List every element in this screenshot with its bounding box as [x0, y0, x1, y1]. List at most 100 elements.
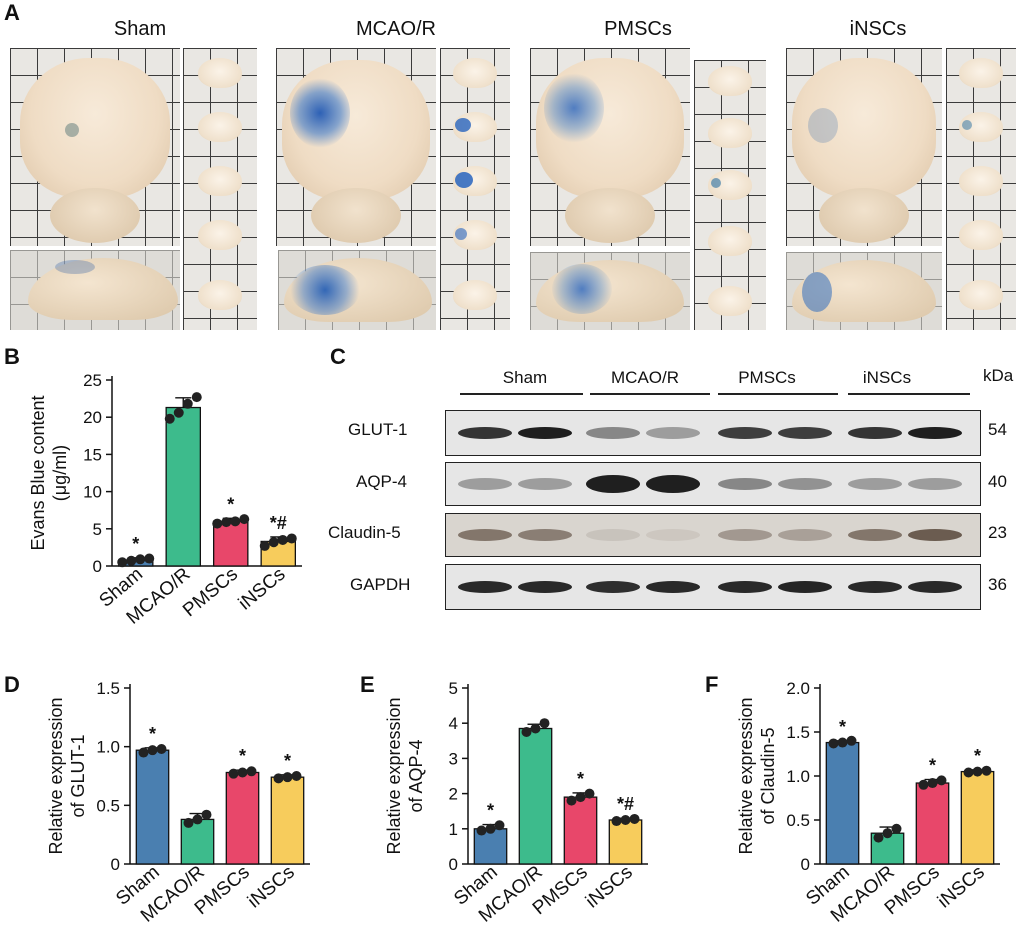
data-point — [476, 825, 487, 836]
photo-title-insc: iNSCs — [849, 18, 907, 40]
y-tick-label: 0.5 — [786, 811, 810, 830]
sham-coronal-slices — [183, 48, 257, 330]
data-point — [963, 767, 974, 778]
bar — [563, 796, 598, 865]
category-label: iNSCs — [235, 564, 290, 615]
bar — [518, 727, 553, 865]
kda-gapdh: 36 — [988, 575, 1007, 594]
significance-mark: * — [239, 746, 246, 766]
data-point — [117, 557, 128, 568]
blot-band — [586, 529, 640, 541]
significance-mark: * — [149, 724, 156, 744]
bar — [608, 819, 643, 865]
bar — [165, 406, 201, 567]
data-point — [201, 809, 212, 820]
kda-claudin5: 23 — [988, 523, 1007, 542]
significance-mark: * — [487, 801, 494, 821]
y-tick-label: 0 — [111, 855, 120, 874]
category-label: iNSCs — [582, 862, 637, 913]
bar — [270, 776, 305, 865]
data-point — [268, 537, 279, 548]
y-tick-label: 3 — [449, 749, 458, 768]
blot-band — [518, 478, 572, 490]
data-point — [566, 795, 577, 806]
significance-mark: * — [284, 751, 291, 771]
mcao-lateral-photo — [278, 250, 436, 330]
blot-band — [778, 478, 832, 490]
blot-group-mcao: MCAO/R — [611, 368, 679, 387]
y-axis-label: of GLUT-1 — [68, 734, 88, 817]
y-tick-label: 1.0 — [96, 738, 120, 757]
y-tick-label: 25 — [83, 371, 102, 390]
data-point — [230, 516, 241, 527]
data-point — [138, 747, 149, 758]
data-point — [135, 554, 146, 565]
blot-group-pmsc: PMSCs — [738, 368, 796, 387]
kda-aqp4: 40 — [988, 472, 1007, 491]
blot-label-aqp4: AQP-4 — [356, 472, 408, 491]
kda-header: kDa — [983, 366, 1014, 385]
data-point — [191, 392, 202, 403]
data-point — [972, 766, 983, 777]
data-point — [286, 533, 297, 544]
data-point — [873, 832, 884, 843]
blot-label-glut1: GLUT-1 — [348, 420, 408, 439]
blot-band — [908, 427, 962, 439]
blot-band — [586, 581, 640, 593]
y-tick-label: 2 — [449, 785, 458, 804]
y-axis-label: Relative expression — [46, 697, 66, 854]
blot-strip-aqp4 — [445, 462, 981, 506]
blot-band — [586, 427, 640, 439]
data-point — [539, 718, 550, 729]
y-tick-label: 5 — [93, 520, 102, 539]
sham-dorsal-photo — [10, 48, 180, 246]
category-label: iNSCs — [934, 862, 989, 913]
data-point — [611, 816, 622, 827]
pmsc-lateral-photo — [530, 252, 690, 330]
data-point — [981, 765, 992, 776]
y-axis-label: Relative expression — [736, 697, 756, 854]
y-tick-label: 0.5 — [96, 796, 120, 815]
blot-band — [646, 529, 700, 541]
data-point — [212, 518, 223, 529]
y-tick-label: 0 — [93, 557, 102, 576]
blot-strip-gapdh — [445, 564, 981, 610]
data-point — [629, 813, 640, 824]
blot-band — [848, 581, 902, 593]
data-point — [156, 744, 167, 755]
data-point — [530, 723, 541, 734]
data-point — [291, 771, 302, 781]
data-point — [575, 792, 586, 803]
blot-band — [718, 581, 772, 593]
blot-band — [848, 427, 902, 439]
data-point — [144, 553, 155, 564]
data-point — [182, 398, 193, 409]
data-point — [173, 407, 184, 418]
blot-strip-claudin5 — [445, 513, 981, 557]
data-point — [918, 779, 929, 790]
data-point — [273, 773, 284, 784]
blot-band — [646, 475, 700, 493]
lane-underline — [848, 393, 970, 395]
data-point — [246, 766, 257, 777]
panel-letter-a: A — [4, 0, 20, 25]
blot-band — [518, 581, 572, 593]
panel-letter-b: B — [4, 344, 20, 369]
significance-mark: * — [227, 494, 234, 514]
blot-band — [778, 427, 832, 439]
mcao-dorsal-photo — [276, 48, 436, 246]
category-label: PMSCs — [179, 564, 242, 621]
insc-dorsal-photo — [786, 48, 942, 246]
y-tick-label: 1.5 — [786, 723, 810, 742]
blot-band — [586, 475, 640, 493]
data-point — [259, 540, 270, 551]
significance-mark: *# — [270, 513, 287, 533]
data-point — [584, 788, 595, 799]
photo-title-sham: Sham — [113, 18, 167, 40]
chart-f-claudin5: 0 0.5 1.0 1.5 2.0 Relative expression of Claud… — [736, 679, 1000, 927]
blot-group-insc: iNSCs — [862, 368, 912, 387]
y-axis-label: Evans Blue content — [28, 395, 48, 550]
bar — [915, 782, 950, 865]
